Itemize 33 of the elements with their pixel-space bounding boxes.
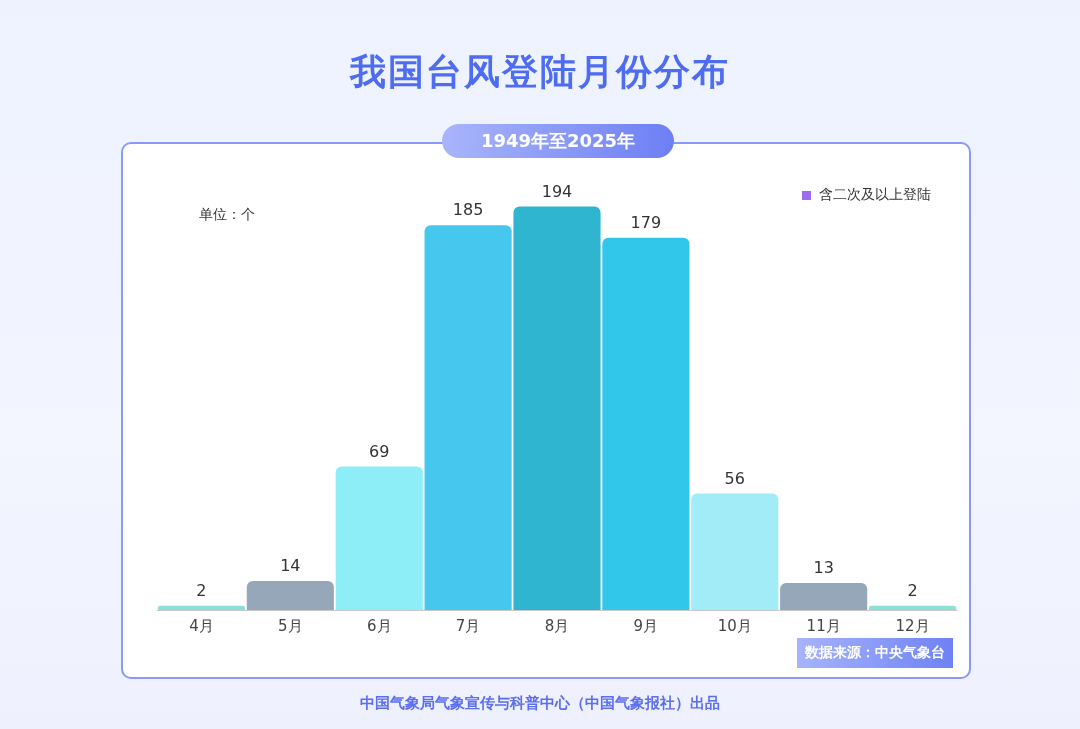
bar xyxy=(424,225,512,610)
x-tick-label: 5月 xyxy=(278,616,303,635)
bar xyxy=(602,237,690,610)
data-label: 179 xyxy=(630,212,662,232)
bar xyxy=(157,605,245,610)
data-label: 2 xyxy=(907,581,918,600)
text: 含二次及以上登陆 xyxy=(819,186,931,204)
y-axis-title: 单位：个 xyxy=(199,206,255,224)
x-tick-label: 8月 xyxy=(544,616,570,635)
bar xyxy=(780,582,868,610)
x-tick-label: 4月 xyxy=(189,616,214,635)
data-label: 194 xyxy=(541,181,573,201)
bar xyxy=(513,206,601,610)
chart-subtitle: 1949年至2025年 xyxy=(442,124,674,158)
text: 中国气象局气象宣传与科普中心（中国气象报社）出品 xyxy=(359,694,721,713)
data-label: 69 xyxy=(369,441,390,461)
data-label: 14 xyxy=(280,556,301,576)
x-tick-label: 12月 xyxy=(895,616,930,635)
x-tick-label: 10月 xyxy=(717,616,752,635)
data-label: 56 xyxy=(724,468,745,488)
data-label: 13 xyxy=(813,558,834,578)
bar xyxy=(246,580,334,610)
data-label: 2 xyxy=(196,581,207,600)
x-tick-label: 6月 xyxy=(366,616,392,635)
x-tick-label: 7月 xyxy=(455,616,481,635)
chart-title: 我国台风登陆月份分布 xyxy=(348,50,731,94)
x-tick-label: 11月 xyxy=(806,616,841,635)
data-label: 185 xyxy=(452,200,484,220)
bar xyxy=(869,605,957,610)
x-tick-label: 9月 xyxy=(633,616,659,635)
bar xyxy=(335,466,423,610)
bar xyxy=(691,493,779,610)
source-note: 数据来源：中央气象台 xyxy=(797,638,953,668)
